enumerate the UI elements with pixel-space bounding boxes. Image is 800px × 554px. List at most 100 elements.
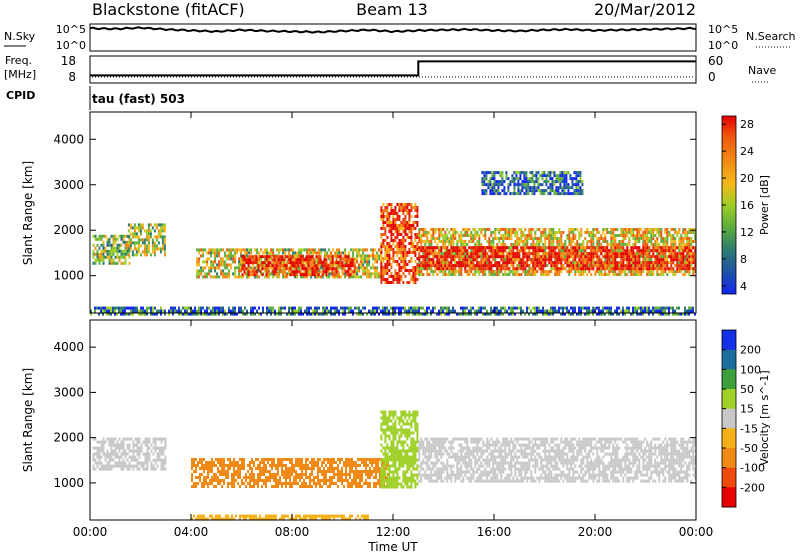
heatmap-cell	[522, 240, 525, 243]
heatmap-cell	[482, 258, 485, 261]
heatmap-cell	[90, 312, 92, 316]
heatmap-cell	[628, 228, 631, 231]
heatmap-cell	[336, 251, 339, 255]
heatmap-cell	[448, 243, 451, 246]
heatmap-cell	[372, 272, 375, 276]
heatmap-cell	[648, 252, 651, 256]
heatmap-cell	[516, 243, 519, 246]
heatmap-cell	[322, 312, 324, 316]
heatmap-cell	[472, 234, 475, 237]
heatmap-cell	[514, 240, 517, 243]
heatmap-cell	[104, 249, 107, 253]
heatmap-cell	[382, 224, 385, 227]
heatmap-cell	[644, 249, 647, 253]
heatmap-cell	[604, 261, 607, 265]
heatmap-cell	[432, 306, 434, 310]
heatmap-cell	[694, 252, 697, 256]
heatmap-cell	[307, 273, 310, 277]
heatmap-cell	[404, 245, 407, 248]
heatmap-cell	[558, 237, 561, 240]
heatmap-cell	[618, 246, 621, 249]
heatmap-cell	[246, 269, 249, 273]
heatmap-cell	[590, 309, 592, 313]
heatmap-cell	[94, 306, 96, 310]
heatmap-cell	[380, 236, 383, 239]
heatmap-cell	[510, 234, 513, 237]
heatmap-cell	[384, 257, 387, 260]
heatmap-cell	[512, 264, 515, 268]
heatmap-cell	[584, 306, 586, 310]
heatmap-cell	[337, 261, 340, 265]
heatmap-cell	[182, 312, 184, 316]
heatmap-cell	[548, 309, 550, 313]
heatmap-cell	[556, 273, 559, 276]
heatmap-cell	[238, 263, 241, 267]
heatmap-cell	[274, 309, 276, 313]
heatmap-cell	[272, 254, 275, 258]
heatmap-cell	[648, 270, 651, 273]
noise-panel: N.Sky 10^5 10^0 10^5 10^0 N.Search	[4, 23, 796, 52]
heatmap-cell	[520, 306, 522, 310]
heatmap-cell	[480, 306, 482, 310]
heatmap-cell	[539, 189, 542, 193]
heatmap-cell	[500, 255, 503, 259]
heatmap-cell	[356, 257, 359, 261]
heatmap-cell	[234, 254, 237, 258]
heatmap-cell	[154, 306, 156, 310]
heatmap-cell	[120, 309, 122, 313]
heatmap-cell	[624, 258, 627, 261]
heatmap-cell	[358, 248, 361, 252]
heatmap-cell	[430, 243, 433, 246]
heatmap-cell	[566, 252, 569, 256]
heatmap-cell	[588, 309, 590, 313]
heatmap-cell	[529, 171, 532, 175]
power-colorbar-label: Power [dB]	[758, 175, 771, 235]
heatmap-cell	[206, 263, 209, 267]
heatmap-cell	[576, 261, 579, 265]
heatmap-cell	[594, 234, 597, 237]
heatmap-cell	[688, 261, 691, 265]
heatmap-cell	[241, 258, 244, 262]
heatmap-cell	[356, 266, 359, 270]
heatmap-cell	[624, 237, 627, 240]
heatmap-cell	[456, 240, 459, 243]
heatmap-cell	[476, 270, 479, 273]
heatmap-cell	[343, 267, 346, 271]
heatmap-cell	[151, 226, 154, 230]
heatmap-cell	[584, 261, 587, 265]
heatmap-cell	[332, 248, 335, 252]
heatmap-cell	[560, 306, 562, 310]
heatmap-cell	[416, 242, 419, 245]
heatmap-cell	[584, 249, 587, 253]
heatmap-cell	[303, 273, 306, 277]
heatmap-cell	[502, 246, 505, 250]
heatmap-cell	[277, 264, 280, 268]
heatmap-cell	[656, 306, 658, 310]
heatmap-cell	[317, 261, 320, 265]
heatmap-cell	[494, 258, 497, 261]
heatmap-cell	[392, 227, 395, 230]
heatmap-cell	[228, 263, 231, 267]
heatmap-cell	[472, 261, 475, 265]
heatmap-cell	[634, 252, 637, 255]
heatmap-cell	[284, 248, 287, 252]
heatmap-cell	[180, 312, 182, 316]
heatmap-cell	[124, 243, 127, 247]
heatmap-cell	[396, 230, 399, 233]
heatmap-cell	[315, 270, 318, 274]
heatmap-cell	[398, 251, 401, 254]
heatmap-cell	[444, 264, 447, 268]
heatmap-cell	[508, 234, 511, 237]
heatmap-cell	[535, 180, 538, 184]
heatmap-cell	[672, 237, 675, 240]
heatmap-cell	[652, 267, 655, 271]
heatmap-cell	[532, 261, 535, 265]
heatmap-cell	[560, 243, 563, 246]
heatmap-cell	[410, 233, 413, 236]
heatmap-cell	[586, 273, 589, 276]
heatmap-cell	[662, 309, 664, 313]
heatmap-cell	[480, 243, 483, 246]
heatmap-cell	[386, 209, 389, 212]
heatmap-cell	[580, 264, 583, 268]
